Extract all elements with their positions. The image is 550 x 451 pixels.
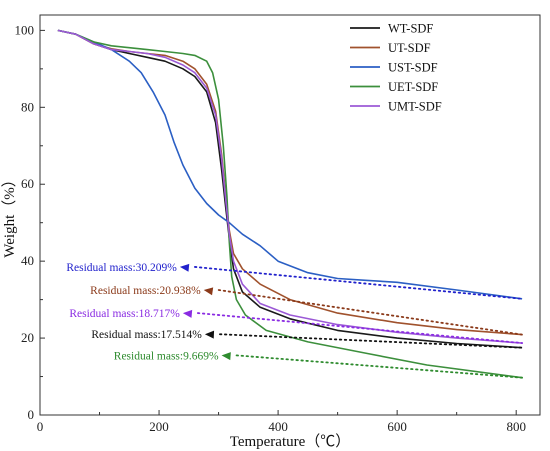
y-tick-label: 0 (28, 407, 35, 422)
x-tick-label: 600 (387, 419, 407, 434)
series-line-ust-sdf (57, 29, 523, 300)
legend-label-umt-sdf: UMT-SDF (388, 100, 442, 114)
annotation-label: Residual mass:9.669% (114, 350, 219, 362)
y-axis-title: Weight（%） (1, 172, 18, 257)
annotation-arrowhead (182, 309, 193, 318)
series-line-umt-sdf (57, 29, 523, 344)
x-tick-label: 200 (149, 419, 169, 434)
series-lines (57, 29, 523, 379)
legend-label-wt-sdf: WT-SDF (388, 22, 433, 36)
y-tick-label: 20 (21, 330, 34, 345)
annotation-leader (235, 354, 524, 379)
x-tick-label: 400 (268, 419, 288, 434)
annotation-label: Residual mass:18.717% (69, 308, 180, 320)
x-tick-label: 800 (506, 419, 526, 434)
legend-label-ut-sdf: UT-SDF (388, 41, 431, 55)
annotation-arrowhead (179, 263, 190, 272)
legend-label-uet-sdf: UET-SDF (388, 80, 438, 94)
plot-frame (39, 14, 541, 416)
annotation-leader (194, 266, 524, 300)
annotations: Residual mass:30.209% Residual mass:20.93… (66, 262, 524, 379)
annotation-leader (217, 289, 524, 336)
series-line-uet-sdf (57, 29, 523, 379)
legend: WT-SDF UT-SDF UST-SDF UET-SDF UMT-SDF (350, 22, 442, 114)
y-tick-label: 40 (21, 253, 34, 268)
axes: 0 200 400 600 800 0 20 40 60 80 100 (15, 14, 541, 434)
legend-label-ust-sdf: UST-SDF (388, 61, 438, 75)
annotation-label: Residual mass:20.938% (90, 285, 201, 297)
y-tick-label: 100 (15, 22, 35, 37)
annotation-arrowhead (221, 352, 231, 361)
x-axis-title: Temperature（℃） (230, 433, 351, 450)
y-tick-label: 60 (21, 176, 34, 191)
annotation-leader (219, 333, 524, 349)
annotation-label: Residual mass:17.514% (91, 329, 202, 341)
annotation-arrowhead (204, 330, 215, 339)
annotation-leader (196, 312, 524, 344)
annotation-arrowhead (203, 287, 214, 296)
y-tick-label: 80 (21, 99, 34, 114)
annotation-label: Residual mass:30.209% (66, 262, 177, 274)
x-tick-label: 0 (37, 419, 44, 434)
